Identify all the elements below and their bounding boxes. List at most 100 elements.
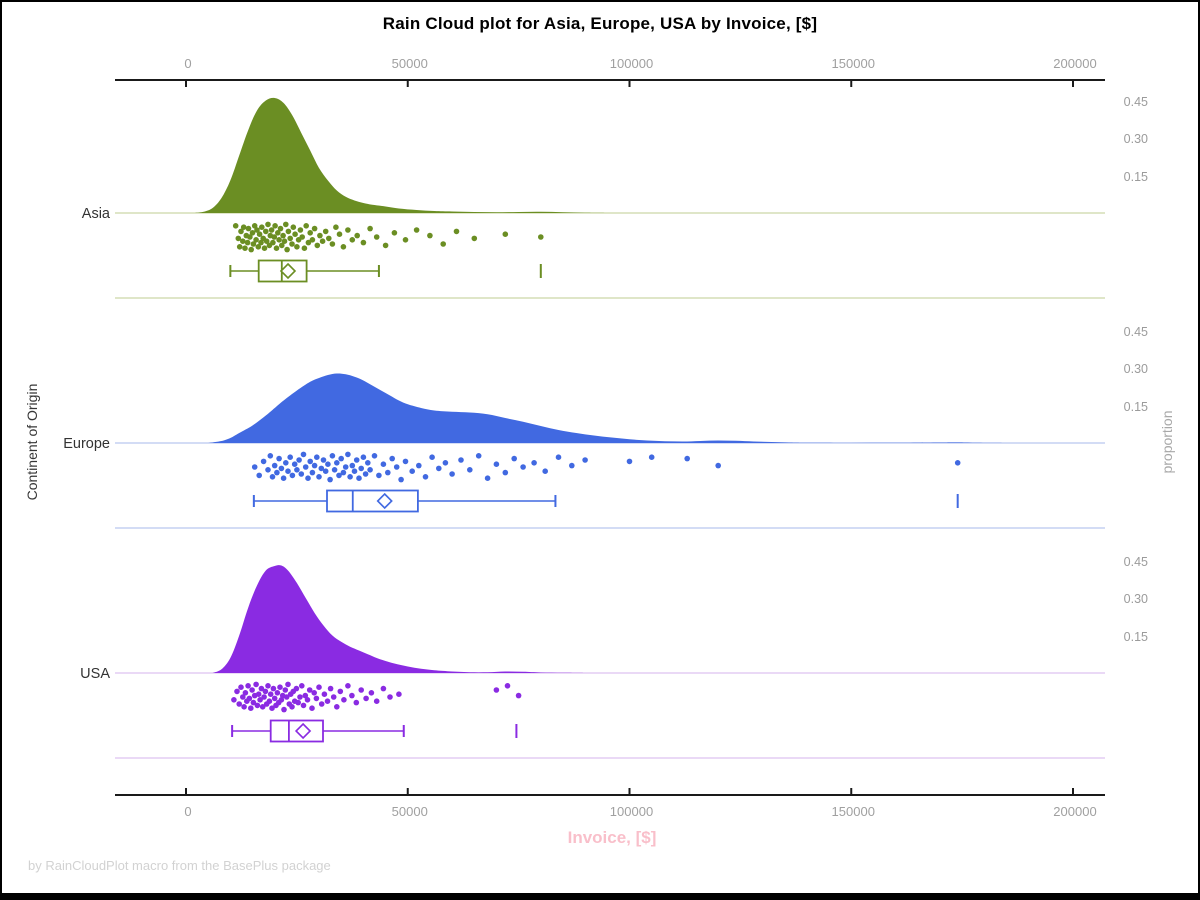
rain-dot-europe: [294, 467, 300, 473]
rain-dot-asia: [253, 237, 259, 243]
rain-dot-europe: [365, 460, 371, 466]
group-label-usa: USA: [80, 666, 110, 682]
top-x-tick-label: 0: [184, 56, 192, 71]
rain-dot-asia: [248, 246, 254, 253]
rain-dot-europe: [402, 458, 409, 465]
proportion-tick-label: 0.45: [1123, 94, 1148, 109]
rain-dot-asia: [265, 221, 271, 228]
rain-dot-usa: [293, 685, 300, 692]
rain-dot-europe: [265, 467, 271, 473]
rain-dot-asia: [245, 225, 252, 232]
rain-dot-usa: [267, 691, 274, 697]
rain-dot-europe: [331, 467, 338, 473]
rain-dot-asia: [263, 228, 269, 235]
rain-dot-europe: [307, 458, 314, 465]
rain-dot-asia: [259, 224, 265, 230]
rain-dot-usa: [321, 691, 328, 697]
bottom-x-tick-label: 150000: [831, 804, 875, 819]
rain-dot-usa: [270, 685, 277, 692]
rain-dot-europe: [555, 454, 562, 461]
rain-dot-asia: [299, 234, 306, 240]
rain-dot-usa: [289, 704, 295, 710]
rain-dot-asia: [303, 223, 310, 229]
mean-diamond-asia: [279, 262, 297, 280]
rain-dot-europe: [385, 469, 391, 476]
rain-dot-usa: [311, 690, 318, 696]
rain-dot-europe: [715, 462, 721, 469]
rain-dot-asia: [235, 235, 242, 242]
rain-dot-usa: [324, 698, 331, 704]
rain-dot-europe: [449, 471, 455, 477]
rain-dot-europe: [347, 474, 353, 480]
rain-dot-asia: [261, 245, 268, 251]
rain-dot-usa: [269, 705, 275, 711]
rain-dot-asia: [251, 223, 258, 229]
rain-dot-europe: [502, 469, 509, 476]
rain-dot-asia: [270, 239, 276, 246]
rain-dot-usa: [262, 688, 269, 695]
rain-dot-usa: [318, 701, 325, 707]
rain-dot-asia: [427, 232, 433, 239]
rain-dot-europe: [356, 475, 362, 482]
rain-dot-usa: [493, 687, 500, 693]
rain-dot-europe: [626, 458, 633, 465]
proportion-tick-label: 0.15: [1123, 629, 1148, 644]
rain-dot-asia: [345, 227, 351, 233]
rain-dot-usa: [316, 684, 322, 690]
rain-dot-europe: [393, 464, 400, 470]
rain-dot-europe: [484, 475, 491, 482]
rain-dot-usa: [297, 694, 303, 700]
rain-dot-europe: [422, 474, 429, 480]
density-cloud-europe: [208, 373, 1007, 443]
rain-dot-asia: [254, 227, 260, 233]
rain-dot-asia: [244, 239, 251, 246]
rain-dot-europe: [251, 464, 258, 470]
rain-dot-usa: [274, 690, 281, 696]
top-x-tick-label: 100000: [609, 56, 654, 71]
rain-dot-europe: [358, 465, 365, 472]
rain-dot-usa: [387, 694, 393, 700]
rain-dot-europe: [409, 468, 416, 475]
rain-dot-europe: [338, 455, 345, 462]
rain-dot-europe: [298, 471, 305, 477]
rain-dot-asia: [402, 237, 409, 243]
rain-dot-asia: [360, 239, 367, 246]
rain-dot-asia: [280, 232, 286, 239]
footer-note: by RainCloudPlot macro from the BasePlus…: [28, 858, 331, 873]
rain-dot-usa: [249, 687, 255, 693]
rain-dot-asia: [502, 231, 509, 237]
group-label-europe: Europe: [63, 436, 110, 452]
rain-dot-europe: [684, 455, 690, 462]
rain-dot-europe: [442, 460, 449, 466]
rain-dot-asia: [255, 244, 262, 250]
rain-dot-europe: [371, 453, 378, 459]
rain-dot-asia: [249, 230, 256, 236]
rain-dot-europe: [531, 460, 537, 466]
rain-dot-usa: [281, 706, 287, 713]
rain-dot-europe: [291, 461, 298, 468]
rain-dot-usa: [358, 687, 365, 693]
group-label-asia: Asia: [81, 206, 110, 222]
rain-dot-usa: [242, 690, 249, 696]
rain-dot-asia: [309, 237, 316, 243]
rain-dot-europe: [305, 475, 311, 482]
rain-dot-europe: [322, 468, 329, 475]
rain-dot-usa: [304, 697, 311, 703]
proportion-axis-title: proportion: [1159, 410, 1175, 474]
rain-dot-usa: [255, 691, 262, 697]
rain-dot-europe: [296, 457, 302, 463]
rain-dot-usa: [353, 699, 360, 706]
rain-dot-asia: [294, 244, 300, 250]
rain-dot-usa: [306, 687, 313, 693]
rain-dot-europe: [311, 462, 318, 469]
rain-dot-europe: [336, 472, 342, 479]
rain-dot-asia: [382, 242, 389, 249]
rain-dot-asia: [297, 227, 304, 233]
rain-dot-asia: [272, 223, 278, 229]
chart-title: Rain Cloud plot for Asia, Europe, USA by…: [382, 14, 818, 33]
rain-dot-asia: [305, 239, 312, 246]
rain-dot-asia: [292, 231, 298, 237]
rain-dot-asia: [281, 238, 288, 244]
rain-dot-usa: [261, 694, 267, 700]
